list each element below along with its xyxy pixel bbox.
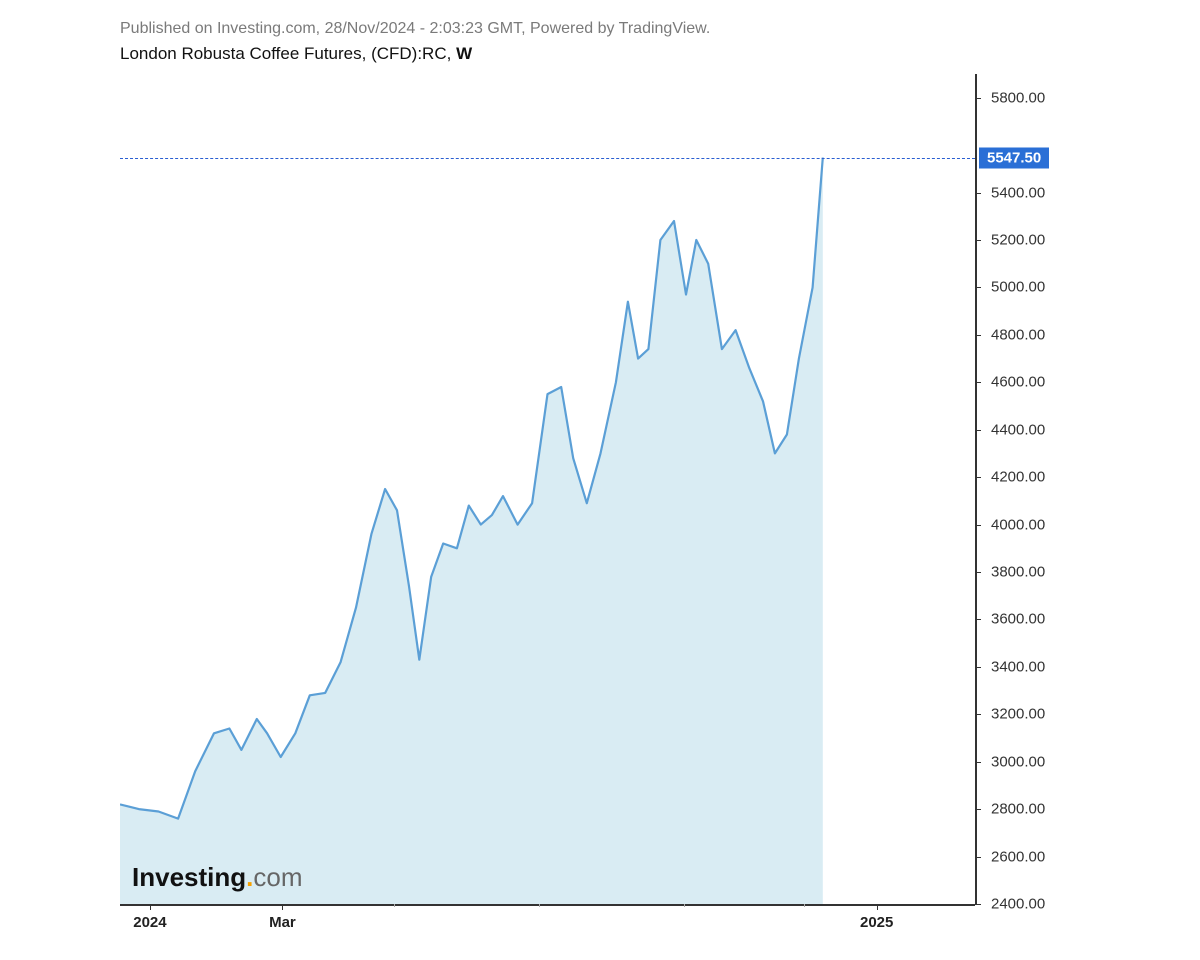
y-tick-label: 4200.00 xyxy=(991,469,1045,486)
x-minor-tick xyxy=(804,904,805,907)
current-price-line xyxy=(120,158,975,159)
y-tick xyxy=(975,809,981,810)
y-tick-label: 4600.00 xyxy=(991,374,1045,391)
y-tick xyxy=(975,335,981,336)
chart-title: London Robusta Coffee Futures, (CFD):RC,… xyxy=(120,44,1080,64)
logo-bold: Investing xyxy=(132,862,246,892)
y-tick xyxy=(975,619,981,620)
y-tick xyxy=(975,477,981,478)
y-tick xyxy=(975,430,981,431)
y-tick xyxy=(975,857,981,858)
y-tick-label: 3800.00 xyxy=(991,564,1045,581)
current-price-flag: 5547.50 xyxy=(979,147,1049,168)
y-tick-label: 4400.00 xyxy=(991,421,1045,438)
x-tick-label: 2025 xyxy=(860,914,893,931)
y-tick-label: 2800.00 xyxy=(991,801,1045,818)
y-tick-label: 5000.00 xyxy=(991,279,1045,296)
y-tick xyxy=(975,762,981,763)
y-tick-label: 2600.00 xyxy=(991,848,1045,865)
x-minor-tick xyxy=(539,904,540,907)
x-axis xyxy=(120,904,975,906)
published-meta: Published on Investing.com, 28/Nov/2024 … xyxy=(120,20,1080,38)
y-tick-label: 3000.00 xyxy=(991,753,1045,770)
y-tick-label: 5400.00 xyxy=(991,184,1045,201)
chart-plot-area[interactable]: 5547.50 Investing.com 2400.002600.002800… xyxy=(120,74,1080,904)
y-tick xyxy=(975,525,981,526)
y-tick xyxy=(975,287,981,288)
x-tick-label: Mar xyxy=(269,914,296,931)
y-tick xyxy=(975,572,981,573)
y-tick-label: 2400.00 xyxy=(991,896,1045,913)
y-tick-label: 3400.00 xyxy=(991,658,1045,675)
price-area-chart xyxy=(120,74,975,904)
x-minor-tick xyxy=(394,904,395,907)
y-tick xyxy=(975,904,981,905)
y-tick-label: 3600.00 xyxy=(991,611,1045,628)
x-tick xyxy=(150,904,151,910)
series-fill xyxy=(120,158,823,904)
x-tick-label: 2024 xyxy=(133,914,166,931)
chart-title-prefix: London Robusta Coffee Futures, (CFD):RC, xyxy=(120,44,456,63)
y-tick-label: 4000.00 xyxy=(991,516,1045,533)
y-tick-label: 4800.00 xyxy=(991,326,1045,343)
x-tick xyxy=(877,904,878,910)
y-tick xyxy=(975,714,981,715)
y-tick xyxy=(975,193,981,194)
y-tick-label: 5800.00 xyxy=(991,89,1045,106)
y-tick-label: 3200.00 xyxy=(991,706,1045,723)
y-tick xyxy=(975,382,981,383)
x-minor-tick xyxy=(684,904,685,907)
y-tick xyxy=(975,240,981,241)
chart-container: Published on Investing.com, 28/Nov/2024 … xyxy=(120,20,1080,940)
y-tick xyxy=(975,667,981,668)
logo-rest: com xyxy=(253,862,302,892)
chart-title-interval: W xyxy=(456,44,472,63)
x-tick xyxy=(282,904,283,910)
brand-logo: Investing.com xyxy=(132,862,303,893)
y-tick xyxy=(975,98,981,99)
y-tick-label: 5200.00 xyxy=(991,232,1045,249)
y-axis xyxy=(975,74,977,904)
